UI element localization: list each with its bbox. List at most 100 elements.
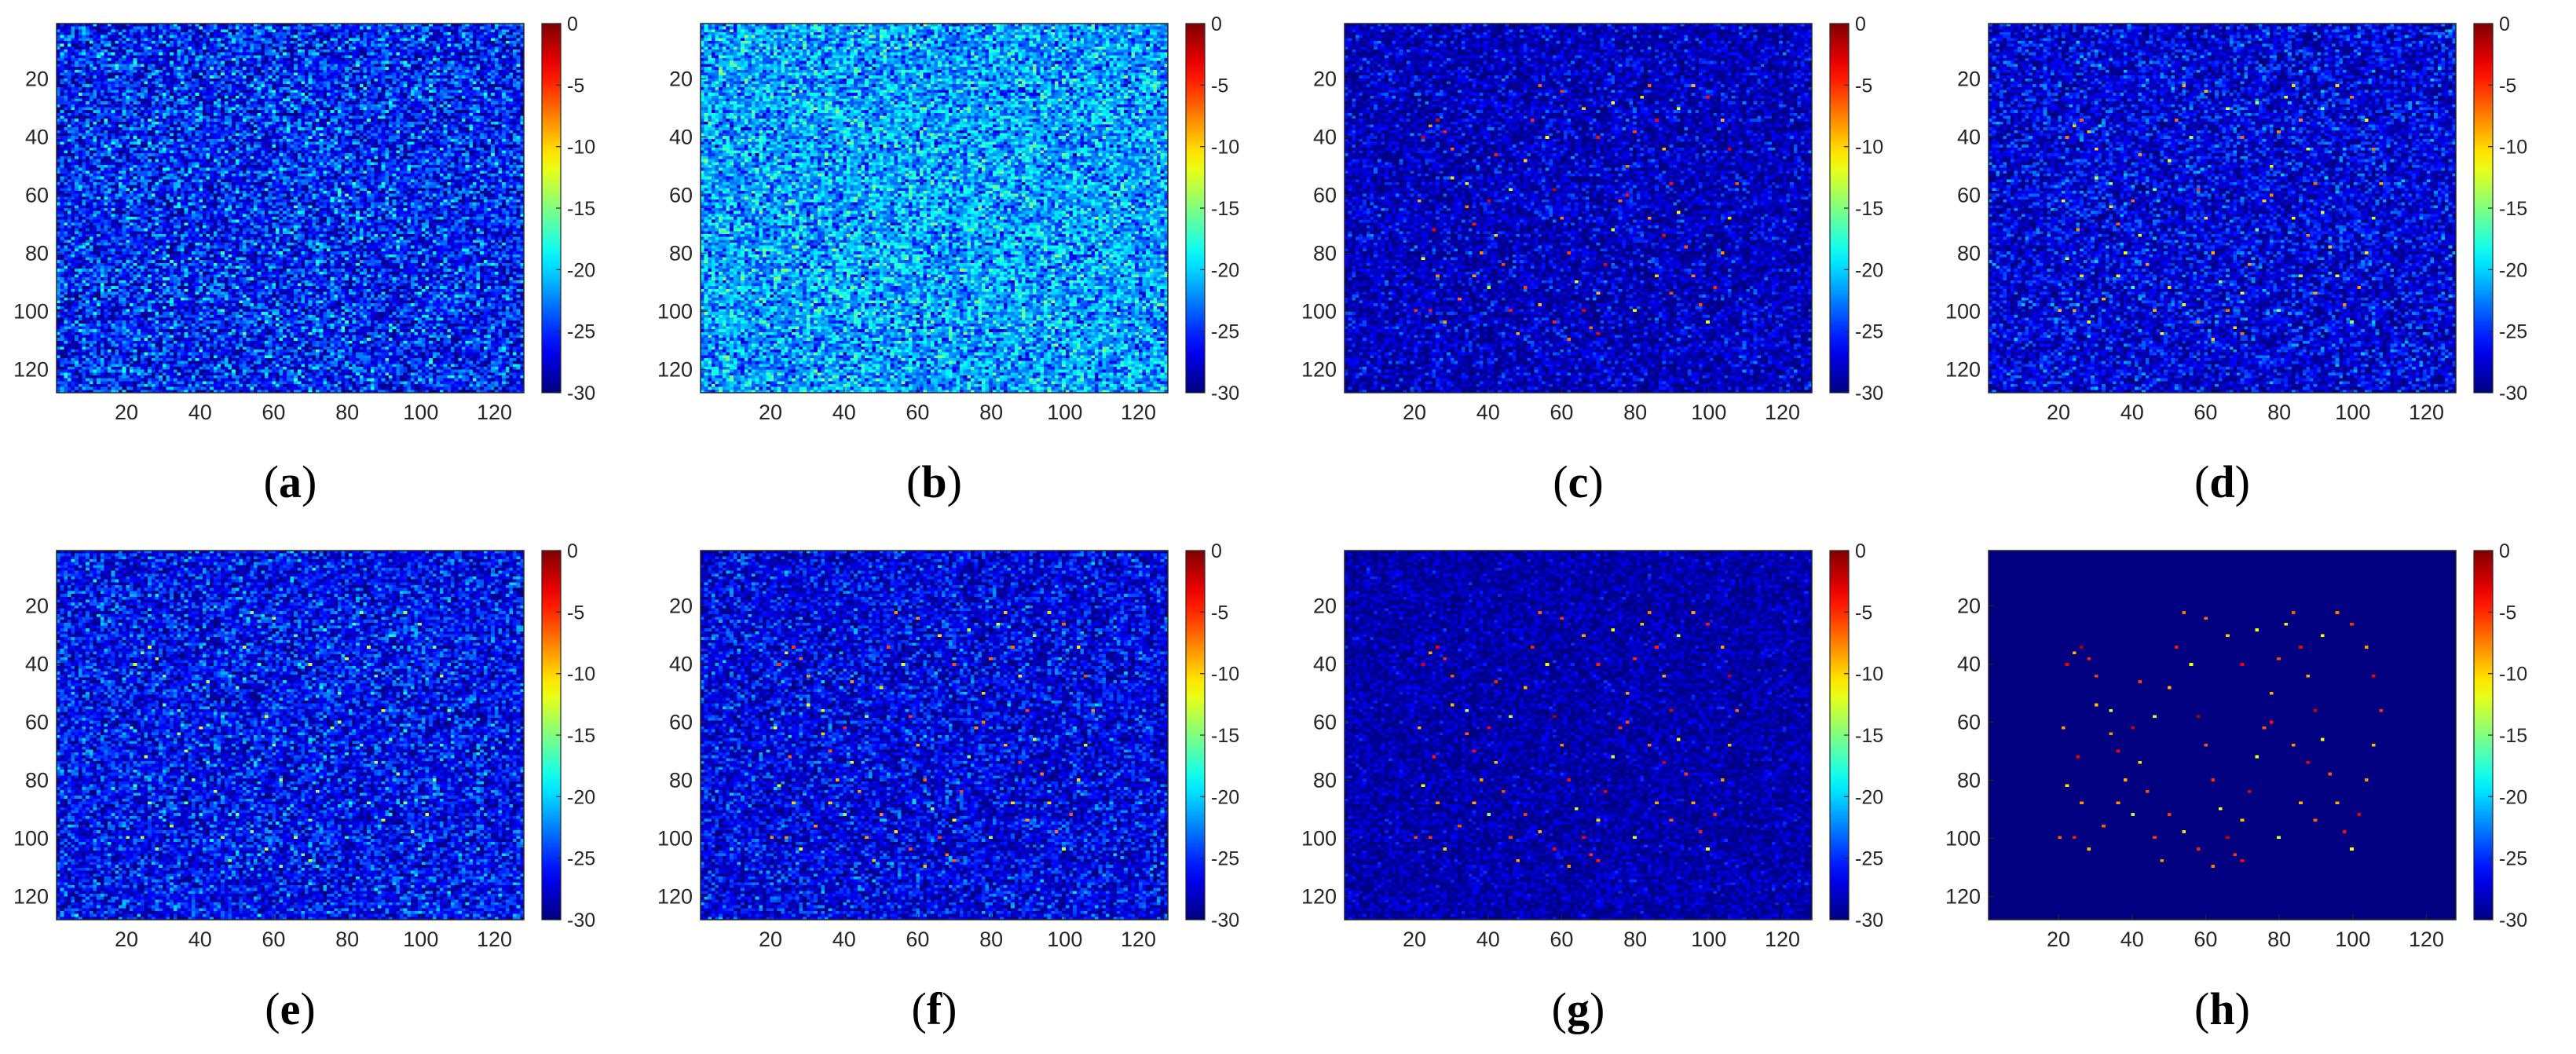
heatmap-image [701, 551, 1168, 920]
x-tick-label: 120 [1765, 928, 1800, 951]
x-tick-label: 120 [477, 401, 512, 424]
y-tick-label: 40 [1957, 652, 1981, 675]
y-tick-label: 120 [1301, 884, 1337, 908]
caption-letter: c [1568, 456, 1589, 507]
y-tick-label: 120 [657, 884, 693, 908]
y-tick-label: 100 [657, 299, 693, 323]
axes-frame [1344, 550, 1813, 920]
axes-frame [700, 23, 1169, 393]
x-tick-label: 100 [403, 928, 438, 951]
y-tick-label: 80 [1313, 241, 1337, 265]
x-tick-label: 60 [1550, 928, 1573, 951]
axes-frame [1988, 550, 2457, 920]
y-tick-label: 80 [669, 241, 693, 265]
panel-caption: (h) [2160, 983, 2285, 1035]
colorbar-tick-label: -20 [567, 259, 595, 281]
caption-close-paren: ) [1590, 983, 1605, 1034]
caption-letter: h [2209, 983, 2235, 1034]
y-tick-label: 80 [1957, 241, 1981, 265]
x-tick-label: 20 [759, 401, 782, 424]
y-tick-label: 40 [669, 125, 693, 148]
colorbar-tick-label: -15 [567, 725, 595, 747]
colorbar-tick-label: -15 [2499, 725, 2527, 747]
colorbar-tick-label: -25 [567, 848, 595, 870]
panel-caption: (e) [228, 983, 353, 1035]
colorbar-tick-label: -5 [567, 75, 584, 97]
x-tick-label: 40 [1476, 401, 1500, 424]
x-tick-label: 20 [2047, 401, 2070, 424]
axes-frame [700, 550, 1169, 920]
caption-letter: f [926, 983, 942, 1034]
caption-letter: e [280, 983, 301, 1034]
x-tick-label: 20 [2047, 928, 2070, 951]
y-tick-label: 60 [25, 183, 49, 207]
y-tick-label: 20 [1313, 594, 1337, 617]
x-tick-label: 120 [1765, 401, 1800, 424]
x-tick-label: 40 [2120, 928, 2144, 951]
colorbar-tick-label: -30 [1855, 909, 1883, 931]
caption-open-paren: ( [2194, 983, 2210, 1034]
colorbar-tick-label: -25 [567, 321, 595, 343]
colorbar-tick-label: -5 [2499, 602, 2516, 624]
caption-open-paren: ( [911, 983, 927, 1034]
colorbar-tick-label: 0 [1211, 13, 1222, 35]
x-tick-label: 60 [262, 928, 285, 951]
x-tick-label: 80 [1623, 401, 1647, 424]
caption-letter: g [1567, 983, 1590, 1034]
colorbar-tick-label: -20 [1855, 786, 1883, 808]
y-tick-label: 80 [1957, 768, 1981, 792]
x-tick-label: 40 [832, 401, 856, 424]
colorbar-tick-label: -30 [1211, 909, 1239, 931]
heatmap-image [701, 24, 1168, 393]
x-tick-label: 60 [2194, 401, 2217, 424]
colorbar-tick-label: -25 [2499, 848, 2527, 870]
y-tick-label: 60 [1957, 710, 1981, 734]
y-tick-label: 40 [1957, 125, 1981, 148]
y-tick-label: 100 [13, 299, 49, 323]
panel-e-svg: 20 40 60 80 100 120 20 40 60 80 100 120 0 -5 -10 -15 -20… [13, 540, 595, 951]
colorbar-tick-label: 0 [1211, 540, 1222, 562]
x-tick-label: 80 [1623, 928, 1647, 951]
y-tick-label: 20 [1957, 67, 1981, 90]
x-tick-label: 120 [477, 928, 512, 951]
colorbar-tick-label: -10 [567, 137, 595, 159]
x-tick-label: 120 [1121, 401, 1156, 424]
panel-b: 20 40 60 80 100 120 20 40 60 80 100 120 0 -5 -10 -15 -20… [644, 0, 1288, 527]
colorbar-tick-label: -5 [1855, 602, 1872, 624]
y-tick-label: 20 [25, 67, 49, 90]
x-tick-label: 80 [979, 401, 1003, 424]
x-tick-label: 40 [188, 401, 212, 424]
colorbar-tick-label: -15 [1855, 198, 1883, 220]
heatmap-image [57, 24, 524, 393]
colorbar-tick-label: -25 [1211, 321, 1239, 343]
caption-open-paren: ( [2194, 456, 2210, 507]
caption-close-paren: ) [300, 983, 316, 1034]
colorbar-tick-label: -30 [567, 382, 595, 404]
colorbar-tick-label: -10 [567, 664, 595, 686]
x-tick-label: 40 [188, 928, 212, 951]
y-tick-label: 20 [1313, 67, 1337, 90]
caption-close-paren: ) [946, 456, 962, 507]
colorbar-tick-label: -30 [2499, 382, 2527, 404]
x-tick-label: 60 [906, 928, 929, 951]
y-tick-label: 60 [1957, 183, 1981, 207]
colorbar-tick-label: 0 [1855, 13, 1866, 35]
x-tick-label: 20 [1403, 401, 1426, 424]
x-tick-label: 100 [2335, 401, 2370, 424]
panel-h-svg: 20 40 60 80 100 120 20 40 60 80 100 120 0 -5 -10 -15 -20… [1945, 540, 2527, 951]
colorbar-tick-label: -10 [1855, 137, 1883, 159]
y-tick-label: 60 [25, 710, 49, 734]
caption-letter: a [279, 456, 302, 507]
colorbar-tick-label: -15 [1855, 725, 1883, 747]
x-tick-label: 120 [2409, 401, 2444, 424]
panel-a-svg: 20 40 60 80 100 120 20 40 60 80 100 120 0 -5 -10 -15 -20… [13, 13, 595, 424]
colorbar-tick-label: -10 [1211, 137, 1239, 159]
y-tick-label: 40 [25, 652, 49, 675]
y-tick-label: 120 [1301, 357, 1337, 381]
panel-f: 20 40 60 80 100 120 20 40 60 80 100 120 0 -5 -10 -15 -20… [644, 527, 1288, 1054]
y-tick-label: 20 [1957, 594, 1981, 617]
colorbar-tick-label: -15 [1211, 725, 1239, 747]
y-tick-label: 20 [669, 67, 693, 90]
panel-g-svg: 20 40 60 80 100 120 20 40 60 80 100 120 0 -5 -10 -15 -20… [1301, 540, 1883, 951]
y-tick-label: 80 [25, 768, 49, 792]
